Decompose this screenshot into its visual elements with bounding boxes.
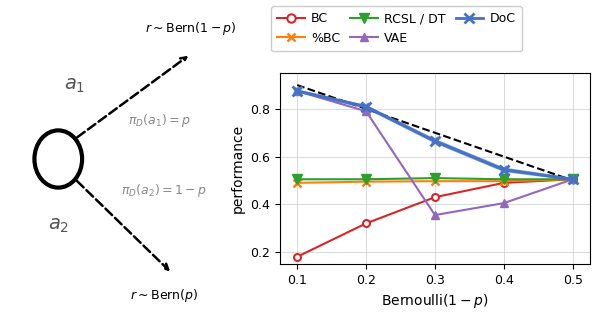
X-axis label: Bernoulli$(1-p)$: Bernoulli$(1-p)$ <box>381 292 489 310</box>
Text: $a_1$: $a_1$ <box>63 76 85 95</box>
Y-axis label: performance: performance <box>231 124 244 213</box>
Text: $\pi_D(a_1) = p$: $\pi_D(a_1) = p$ <box>128 112 190 129</box>
Text: $r \sim \mathrm{Bern}(p)$: $r \sim \mathrm{Bern}(p)$ <box>130 287 199 304</box>
Text: $\pi_D(a_2) = 1-p$: $\pi_D(a_2) = 1-p$ <box>121 182 207 199</box>
Text: $r \sim \mathrm{Bern}(1-p)$: $r \sim \mathrm{Bern}(1-p)$ <box>145 20 237 37</box>
Legend: BC, %BC, RCSL / DT, VAE, DoC: BC, %BC, RCSL / DT, VAE, DoC <box>271 6 521 51</box>
Text: $a_2$: $a_2$ <box>48 216 69 235</box>
